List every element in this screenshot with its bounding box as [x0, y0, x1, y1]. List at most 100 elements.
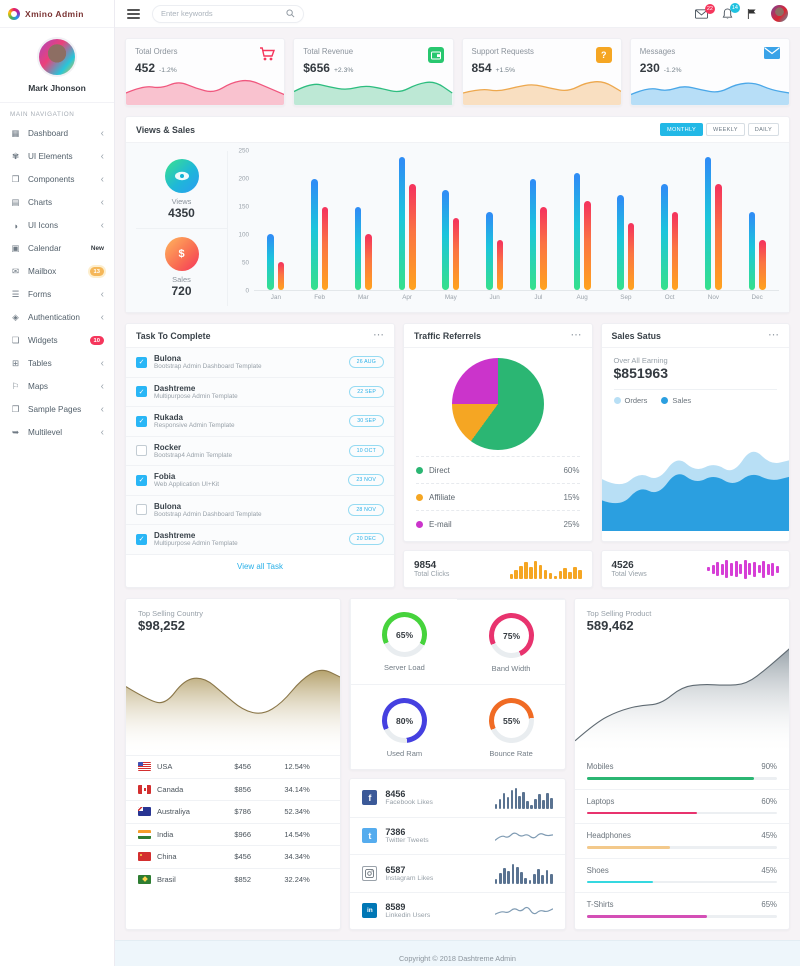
view-all-tasks-link[interactable]: View all Task [237, 562, 283, 571]
task-name: Fobia [154, 472, 176, 482]
menu-toggle-icon[interactable] [127, 8, 140, 19]
brand[interactable]: Xmino Admin [0, 0, 114, 28]
instagram-icon[interactable] [362, 865, 378, 881]
envelope-icon [764, 47, 780, 59]
sidebar-item[interactable]: ❒ Components [0, 168, 114, 191]
task-date-badge[interactable]: 26 AUG [348, 356, 384, 369]
product-row[interactable]: Shoes 45% [574, 859, 789, 893]
x-tick-label: Feb [314, 294, 326, 301]
middle-row: Task To Complete Bulona Bootstrap Admin … [125, 323, 790, 588]
task-date-badge[interactable]: 30 SEP [349, 415, 384, 428]
facebook-icon[interactable]: f [362, 790, 378, 806]
sidebar-item[interactable]: ▣ Calendar New [0, 237, 114, 260]
task-checkbox[interactable] [136, 415, 147, 427]
total-clicks-card[interactable]: 9854 Total Clicks [403, 550, 593, 588]
sidebar-item[interactable]: ☰ Forms [0, 283, 114, 306]
task-date-badge[interactable]: 22 SEP [349, 385, 384, 398]
daily-button[interactable]: DAILY [747, 123, 779, 136]
task-checkbox[interactable] [136, 533, 147, 545]
task-checkbox[interactable] [136, 504, 147, 516]
gauge-ring: 65% [374, 604, 435, 665]
sidebar-item[interactable]: ▤ Charts [0, 191, 114, 214]
social-value: 6587 [385, 864, 406, 875]
product-row[interactable]: T-Shirts 65% [575, 893, 789, 927]
sidebar-item[interactable]: ◈ Authentication [0, 306, 114, 329]
traffic-legend: Direct 60% Affiliate 15% E-mail [404, 456, 592, 541]
total-views-card[interactable]: 4526 Total Views [600, 550, 790, 588]
instagram-row[interactable]: 6587 Instagram Likes [350, 854, 565, 892]
sidebar-item[interactable]: ◑ UI Icons [0, 214, 114, 237]
multilevel-icon: ➥ [11, 427, 20, 437]
stat-card-messages[interactable]: Messages 230 -1.2% [629, 38, 790, 106]
task-date-badge[interactable]: 10 OCT [348, 444, 384, 457]
sales-label: Sales [172, 275, 191, 284]
sidebar-item-label: Charts [28, 198, 53, 207]
sales-bar [365, 234, 372, 290]
twitter-icon[interactable]: t [362, 828, 378, 844]
gauge-percent: 65% [386, 617, 422, 652]
task-checkbox[interactable] [136, 356, 147, 368]
spark-bar [720, 563, 724, 575]
sidebar-item[interactable]: ✉ Mailbox 13 [0, 260, 114, 283]
spark-bar [716, 562, 720, 576]
task-row: Rocker Bootstrap4 Admin Template 10 OCT [126, 437, 394, 466]
product-row[interactable]: Mobiles 90% [574, 755, 789, 790]
user-avatar[interactable] [771, 5, 788, 22]
task-checkbox[interactable] [136, 386, 147, 398]
chevron-left-icon [101, 382, 104, 392]
stat-card-revenue[interactable]: Total Revenue $656 +2.3% [293, 38, 454, 106]
linkedin-row[interactable]: in 8589 Linkedin Users [350, 891, 565, 930]
more-options-icon[interactable] [768, 330, 779, 341]
social-stats-card: f 8456 Facebook Likes t 7386 Twitter Twe… [349, 778, 566, 930]
country-row[interactable]: USA $456 12.54% [126, 755, 341, 778]
task-checkbox[interactable] [136, 445, 147, 457]
task-date-badge[interactable]: 20 DEC [348, 533, 384, 546]
spark-bar [534, 798, 537, 809]
sidebar-item[interactable]: ❏ Widgets 10 [0, 329, 114, 352]
legend-dot [416, 493, 423, 501]
linkedin-icon[interactable]: in [362, 903, 378, 919]
legend-dot [661, 397, 669, 404]
spark-bar [520, 872, 523, 885]
country-row[interactable]: Australiya $786 52.34% [126, 800, 341, 823]
sidebar-item[interactable]: ▦ Dashboard [0, 122, 114, 145]
monthly-button[interactable]: MONTHLY [659, 123, 704, 136]
sales-summary: Sales 720 [136, 228, 227, 306]
messages-icon[interactable]: 22 [695, 3, 715, 19]
sidebar-item[interactable]: ❐ Sample Pages [0, 398, 114, 421]
views-bar [267, 234, 274, 290]
search-icon[interactable] [286, 9, 295, 18]
top-selling-country-card: Top Selling Country $98,252 USA $456 12.… [125, 598, 342, 930]
language-flag-icon[interactable] [747, 8, 757, 20]
more-options-icon[interactable] [571, 330, 582, 341]
country-amount: $856 [234, 784, 252, 794]
task-checkbox[interactable] [136, 474, 147, 486]
search-input[interactable] [161, 9, 286, 18]
weekly-button[interactable]: WEEKLY [706, 123, 745, 136]
country-row[interactable]: Brasil $852 32.24% [126, 867, 341, 891]
notifications-bell-icon[interactable]: 14 [722, 2, 740, 20]
sidebar-item[interactable]: ⚐ Maps [0, 375, 114, 398]
more-options-icon[interactable] [373, 330, 384, 341]
stat-value: 452 [135, 61, 156, 75]
sidebar-item[interactable]: ➥ Multilevel [0, 421, 114, 444]
user-avatar[interactable] [37, 37, 77, 77]
sales-bar [409, 184, 416, 290]
stat-card-orders[interactable]: Total Orders 452 -1.2% [125, 38, 286, 106]
sidebar-item[interactable]: ⊞ Tables [0, 352, 114, 375]
spark-bar [528, 879, 532, 885]
task-date-badge[interactable]: 28 NOV [348, 503, 384, 516]
facebook-row[interactable]: f 8456 Facebook Likes [350, 779, 564, 817]
sidebar-item[interactable]: ✾ UI Elements [0, 145, 114, 168]
task-date-badge[interactable]: 23 NOV [348, 474, 384, 487]
country-row[interactable]: China $456 34.34% [126, 845, 341, 868]
sidebar-item-label: Forms [28, 290, 52, 299]
chevron-left-icon [101, 428, 104, 438]
twitter-row[interactable]: t 7386 Twitter Tweets [350, 816, 565, 855]
country-row[interactable]: Canada $856 34.14% [126, 777, 341, 801]
country-flag-icon [138, 829, 151, 839]
stat-card-support[interactable]: Support Requests 854 +1.5% [461, 38, 622, 106]
product-row[interactable]: Laptops 60% [574, 790, 789, 824]
product-row[interactable]: Headphones 45% [574, 824, 789, 859]
country-row[interactable]: India $966 14.54% [126, 822, 341, 846]
